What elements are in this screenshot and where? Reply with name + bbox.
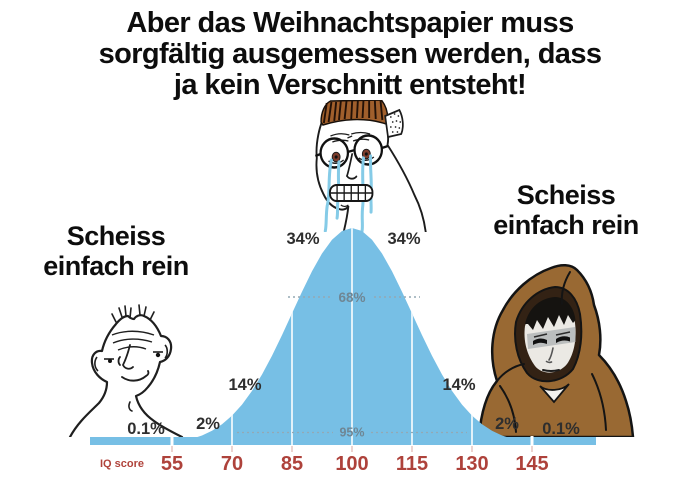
midwit-shaved-patch (384, 108, 404, 139)
tick-55: 55 (161, 453, 183, 475)
segment-label-5: 14% (442, 376, 475, 394)
segment-labels: 0.1% 2% 14% 34% 34% 14% 2% 0.1% (127, 230, 580, 438)
segment-label-3: 34% (286, 230, 319, 248)
hooded-eyes (533, 336, 570, 345)
right-caption: Scheiss einfach rein (493, 180, 639, 240)
brainlet-ears (94, 344, 169, 372)
tail-bar-gaps (170, 436, 534, 446)
brainlet-mouth (121, 370, 150, 382)
brainlet-forehead-wrinkles (111, 330, 155, 351)
distribution-tail-bar (90, 437, 596, 445)
midwit-hair (320, 100, 389, 126)
tick-85: 85 (281, 453, 303, 475)
hooded-brow-lines (533, 331, 571, 338)
hooded-eye-shadow-band (527, 327, 576, 349)
hooded-robe-folds (496, 271, 607, 433)
brainlet-eyes (104, 351, 163, 363)
tick-70: 70 (221, 453, 243, 475)
left-caption: Scheiss einfach rein (43, 221, 189, 281)
interval-label-95: 95% (339, 426, 364, 440)
midwit-chin-crease (340, 204, 349, 208)
midwit-gritted-teeth (329, 184, 374, 202)
brainlet-wojak-figure (68, 304, 184, 437)
midwit-eyes (328, 148, 375, 164)
segment-label-1: 2% (196, 415, 220, 433)
midwit-nose (346, 153, 358, 180)
iq-axis-label: IQ score (100, 458, 144, 470)
brainlet-hair-sprigs (111, 304, 155, 323)
segment-label-0: 0.1% (127, 420, 165, 438)
iq-axis: IQ score 55 70 85 100 115 130 145 (100, 446, 549, 475)
segment-label-7: 0.1% (542, 420, 580, 438)
tick-145: 145 (515, 453, 548, 475)
hooded-wojak-figure (477, 264, 635, 437)
axis-tick-marks (171, 446, 533, 452)
hooded-nose (545, 347, 554, 364)
hooded-collar (539, 383, 570, 404)
interval-label-68: 68% (338, 290, 365, 305)
brainlet-head (68, 304, 184, 437)
segment-label-2: 14% (228, 376, 261, 394)
segment-label-6: 2% (495, 415, 519, 433)
tick-115: 115 (396, 453, 428, 475)
brainlet-chest-mark (128, 401, 133, 412)
brainlet-nose (117, 344, 134, 370)
segment-label-4: 34% (387, 230, 420, 248)
tick-130: 130 (455, 453, 488, 475)
hooded-bangs (525, 297, 576, 330)
midwit-wojak-figure (314, 100, 427, 232)
hooded-mouth (542, 369, 560, 372)
tick-100: 100 (335, 453, 368, 475)
midwit-glasses (314, 134, 389, 169)
meme-title: Aber das Weihnachtspapier muss sorgfälti… (98, 7, 602, 101)
